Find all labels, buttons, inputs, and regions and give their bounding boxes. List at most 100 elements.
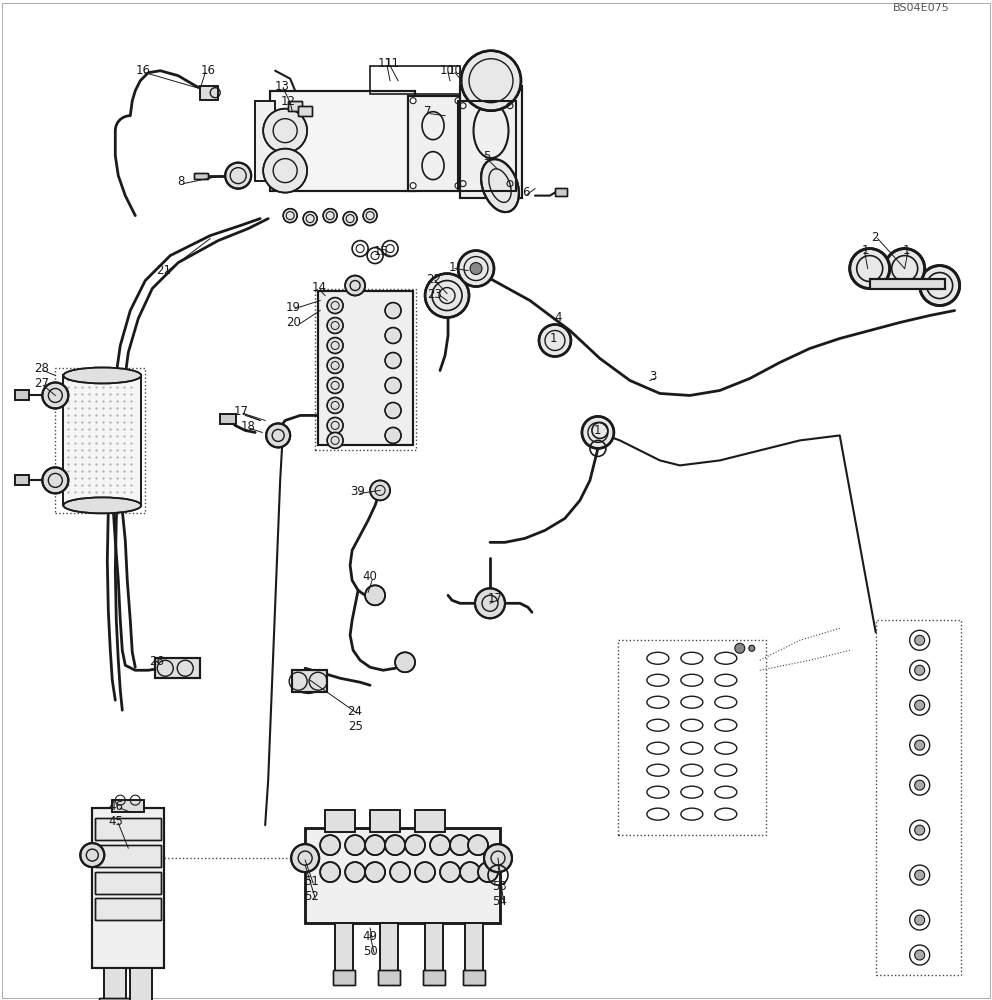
Text: 12: 12 (281, 95, 296, 108)
Circle shape (385, 835, 405, 855)
Bar (618, 640, 766, 835)
Circle shape (363, 209, 377, 223)
Circle shape (915, 950, 925, 960)
Ellipse shape (63, 367, 141, 383)
Text: 21: 21 (156, 264, 171, 277)
Text: 6: 6 (522, 186, 530, 199)
Text: 2: 2 (871, 231, 879, 244)
Text: BS04E075: BS04E075 (893, 3, 949, 13)
Bar (288, 101, 303, 111)
Circle shape (43, 382, 68, 408)
Bar (56, 368, 145, 513)
Bar (200, 86, 218, 100)
Bar (425, 923, 443, 973)
Text: 13: 13 (275, 80, 290, 93)
Bar (325, 810, 355, 832)
Text: 11: 11 (385, 57, 400, 70)
Bar (95, 845, 162, 867)
Bar (255, 101, 275, 181)
Text: 3: 3 (649, 370, 657, 383)
Circle shape (385, 328, 401, 343)
Circle shape (920, 266, 959, 306)
Circle shape (749, 645, 755, 651)
Circle shape (405, 835, 425, 855)
Bar (333, 970, 355, 985)
Circle shape (410, 183, 416, 189)
Circle shape (327, 432, 343, 448)
Text: 17: 17 (487, 592, 503, 605)
Bar (325, 810, 355, 832)
Circle shape (365, 862, 385, 882)
Bar (270, 91, 415, 191)
Circle shape (735, 643, 745, 653)
Bar (15, 390, 30, 400)
Text: 18: 18 (241, 420, 256, 433)
Bar (156, 658, 200, 678)
Text: 14: 14 (311, 281, 326, 294)
Circle shape (915, 825, 925, 835)
Text: 1: 1 (593, 424, 601, 437)
Bar (876, 620, 960, 975)
Circle shape (385, 303, 401, 319)
Text: 27: 27 (34, 377, 49, 390)
Bar (463, 970, 485, 985)
Bar (425, 923, 443, 973)
Circle shape (915, 780, 925, 790)
Bar (423, 970, 445, 985)
Bar (415, 810, 445, 832)
Circle shape (320, 835, 340, 855)
Ellipse shape (63, 497, 141, 513)
Bar (112, 800, 144, 812)
Bar (370, 810, 400, 832)
Circle shape (915, 635, 925, 645)
Circle shape (915, 665, 925, 675)
Bar (92, 808, 165, 968)
Text: 10: 10 (439, 64, 454, 77)
Circle shape (327, 338, 343, 353)
Bar (378, 970, 400, 985)
Circle shape (850, 249, 890, 289)
Bar (95, 818, 162, 840)
Bar (63, 375, 141, 505)
Circle shape (263, 109, 308, 153)
Bar (95, 845, 162, 867)
Bar (306, 828, 500, 923)
Circle shape (365, 585, 385, 605)
Circle shape (365, 835, 385, 855)
Text: 5: 5 (483, 150, 491, 163)
Circle shape (455, 183, 461, 189)
Circle shape (327, 397, 343, 413)
Text: 4: 4 (555, 311, 561, 324)
Text: 24: 24 (347, 705, 363, 718)
Circle shape (915, 740, 925, 750)
Text: 1: 1 (903, 244, 911, 257)
Bar (465, 923, 483, 973)
Text: 51: 51 (304, 875, 318, 888)
Circle shape (475, 588, 505, 618)
Text: 25: 25 (347, 720, 362, 733)
Text: 53: 53 (493, 880, 507, 893)
Bar (194, 173, 208, 179)
Bar (293, 670, 327, 692)
Bar (299, 106, 312, 116)
Text: 8: 8 (178, 175, 185, 188)
Bar (15, 390, 30, 400)
Circle shape (327, 318, 343, 334)
Bar (458, 101, 516, 191)
Text: 39: 39 (350, 485, 365, 498)
Bar (99, 998, 131, 1000)
Circle shape (225, 163, 251, 189)
Circle shape (327, 417, 343, 433)
Text: 1: 1 (448, 261, 455, 274)
Bar (95, 872, 162, 894)
Bar (299, 106, 312, 116)
Bar (463, 970, 485, 985)
Text: 16: 16 (200, 64, 215, 77)
Bar (315, 289, 416, 450)
Text: 19: 19 (286, 301, 301, 314)
Circle shape (431, 835, 450, 855)
Circle shape (327, 357, 343, 373)
Circle shape (266, 423, 290, 447)
Bar (555, 188, 567, 196)
Circle shape (468, 835, 488, 855)
